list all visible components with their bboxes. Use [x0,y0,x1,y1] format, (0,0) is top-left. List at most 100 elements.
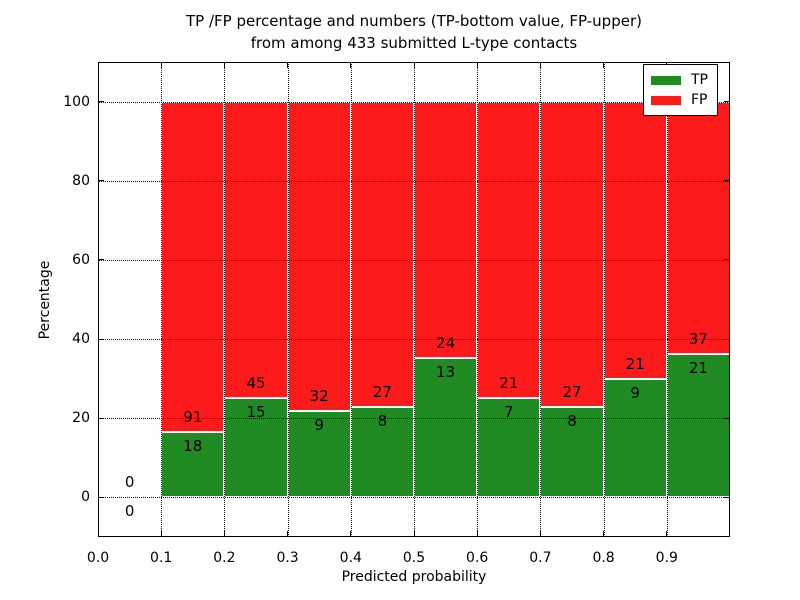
tp-count-label: 15 [246,403,266,422]
y-tick [98,338,104,340]
fp-bar-segment [414,101,478,359]
x-tick [160,531,162,537]
gridline-v [603,62,605,537]
fp-bar-segment [603,101,667,379]
tp-count-label: 8 [377,411,388,430]
y-tick [98,259,104,261]
fp-legend-label: FP [691,92,708,108]
gridline-v [414,62,415,537]
tp-count-label: 21 [688,359,708,378]
tp-count-label: 7 [504,403,514,422]
x-tick-label: 0.8 [592,550,615,566]
gridline-v [477,62,479,537]
tp-count-label: 9 [314,415,324,434]
tp-count-label: 0 [124,502,135,521]
tp-bar-segment [161,432,225,498]
tp-count-label: 18 [183,437,203,456]
legend-item-fp: FP [651,90,708,110]
gridline-v [161,62,163,537]
fp-count-label: 32 [309,386,329,405]
gridline-v [350,62,352,537]
x-tick [539,62,541,68]
x-tick-label: 0.2 [213,550,236,566]
legend-item-tp: TP [651,70,708,90]
y-tick-label: 100 [63,93,90,110]
x-tick [97,62,99,68]
fp-count-label: 0 [124,473,135,492]
gridline-v [224,62,226,537]
fp-bar-segment [540,101,604,407]
x-tick [350,62,352,68]
y-tick [724,338,730,340]
tp-count-label: 8 [567,411,577,430]
x-tick-label: 0.5 [402,550,426,566]
chart-title-line1: TP /FP percentage and numbers (TP-bottom… [186,12,642,30]
x-tick [160,62,162,68]
fp-count-label: 27 [372,382,392,401]
y-tick [724,180,730,182]
fp-count-label: 24 [436,334,456,353]
x-tick [603,531,605,537]
tp-bar-segment [666,354,730,498]
x-axis-label: Predicted probability [341,569,487,585]
tp-legend-swatch [651,75,681,85]
fp-count-label: 91 [183,408,203,427]
x-tick [413,531,415,537]
x-tick [97,531,99,537]
x-tick [350,531,352,537]
fp-count-label: 37 [688,330,708,349]
fp-count-label: 27 [562,382,582,401]
fp-count-label: 21 [625,354,645,373]
y-tick-label: 80 [72,172,90,189]
x-tick-label: 0.3 [276,550,299,566]
x-tick [223,62,225,68]
tp-count-label: 9 [630,383,640,402]
chart-title-line2: from among 433 submitted L-type contacts [250,34,578,52]
fp-bar-segment [287,101,351,411]
x-tick [476,62,478,68]
tp-legend-label: TP [691,72,708,88]
fp-count-label: 45 [246,374,266,393]
y-tick [98,496,104,498]
x-tick [287,531,289,537]
y-tick [98,180,104,182]
fp-bar-segment [161,101,225,433]
fp-count-label: 21 [499,374,519,393]
fp-bar-segment [350,101,414,407]
fp-bar-segment [224,101,288,399]
x-tick-label: 0.9 [655,550,678,566]
y-tick-label: 40 [72,331,90,348]
legend: TP FP [643,64,718,116]
y-tick [98,417,104,419]
gridline-v [287,62,289,537]
y-tick [98,101,104,103]
x-tick [603,62,605,68]
x-tick-label: 0.0 [86,550,110,566]
y-tick [724,101,730,103]
gridline-v [666,62,668,537]
y-tick-label: 0 [81,489,90,506]
fp-bar-segment [477,101,541,399]
fp-bar-segment [666,101,730,355]
y-tick-label: 20 [72,410,90,427]
x-tick [539,531,541,537]
x-tick-label: 0.1 [150,550,173,566]
gridline-v [540,62,542,537]
x-tick-label: 0.7 [529,550,552,566]
y-axis-label: Percentage [37,260,53,340]
x-tick [287,62,289,68]
x-tick [666,531,668,537]
tp-count-label: 13 [436,363,456,382]
x-tick [223,531,225,537]
plot-area: 0 0 91 18 45 15 32 9 27 8 24 13 21 7 27 8 21 9 37 21 TP FP [97,62,730,537]
y-tick-label: 60 [72,251,90,268]
x-tick [413,62,415,68]
x-tick [476,531,478,537]
x-tick-label: 0.4 [339,550,362,566]
y-tick [724,417,730,419]
y-tick [724,496,730,498]
fp-legend-swatch [651,95,681,105]
y-tick [724,259,730,261]
tp-bar-segment [477,398,541,498]
